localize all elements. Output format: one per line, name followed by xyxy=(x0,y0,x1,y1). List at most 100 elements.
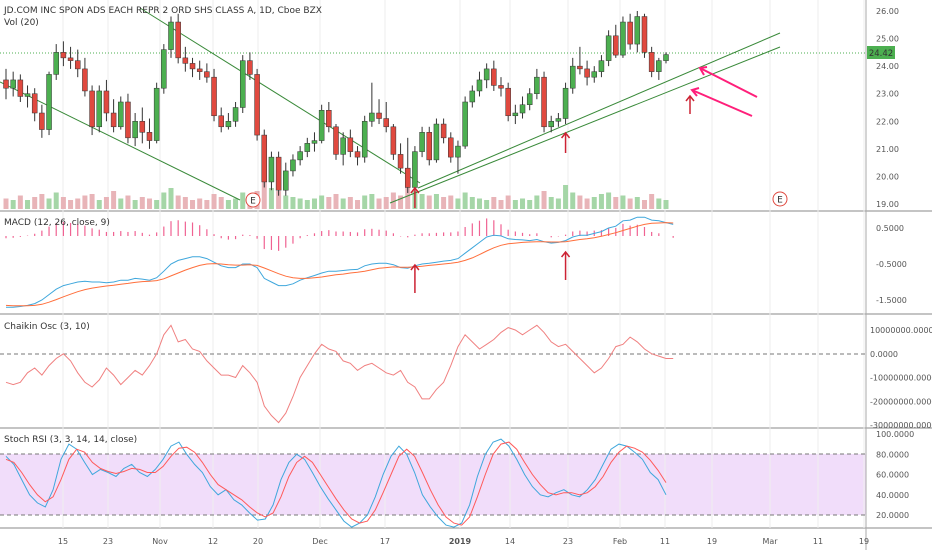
volume-bar xyxy=(534,195,540,209)
candle-body xyxy=(383,118,389,128)
volume-bar xyxy=(225,200,231,209)
candle-body xyxy=(534,76,540,94)
chaikin-line xyxy=(5,324,674,424)
pink-arrows xyxy=(685,66,758,117)
candle-body xyxy=(476,79,483,92)
volume-bar xyxy=(577,195,583,209)
pink-arrow-2-head xyxy=(690,87,700,97)
volume-bar xyxy=(283,195,289,209)
chaikin-tick: -30000000.0000 xyxy=(870,421,932,430)
time-tick: 11 xyxy=(660,537,670,546)
chaikin-label: Chaikin Osc (3, 10) xyxy=(4,322,90,332)
volume-bar xyxy=(555,198,561,209)
candle-body xyxy=(225,121,232,128)
candle-body xyxy=(304,143,311,152)
earnings-marker-2[interactable]: E xyxy=(772,191,788,207)
candle-body xyxy=(139,121,146,133)
candle-body xyxy=(168,21,174,50)
candle-body xyxy=(613,35,619,56)
candle-body xyxy=(404,167,411,188)
volume-bar xyxy=(584,198,590,209)
candle-body xyxy=(555,118,562,122)
candle-body xyxy=(67,57,74,61)
volume-bar xyxy=(268,188,274,209)
volume-bar xyxy=(505,195,511,209)
rsi-band xyxy=(0,454,866,515)
time-axis: 15 23 Nov 12 20 Dec 17 2019 14 23 Feb 11 19 Mar 11 19 xyxy=(58,537,869,546)
red-arrow-head xyxy=(410,186,420,194)
volume-bar xyxy=(82,195,88,209)
volume-bar xyxy=(204,200,210,209)
earnings-marker-1[interactable]: E xyxy=(245,192,261,208)
volume-bar xyxy=(17,195,23,209)
volume-bar xyxy=(89,194,95,209)
volume-label: Vol (20) xyxy=(4,18,39,28)
volume-bar xyxy=(125,195,131,209)
candle-body xyxy=(239,60,246,108)
volume-bar xyxy=(527,200,533,209)
candle-body xyxy=(548,121,554,128)
volume-bar xyxy=(3,198,9,209)
candle-body xyxy=(153,87,160,141)
volume-bar xyxy=(512,200,518,209)
pink-arrow-2 xyxy=(691,89,753,117)
candle-body xyxy=(82,68,88,92)
earnings-circle xyxy=(245,192,261,208)
price-tick: 22.00 xyxy=(876,117,899,126)
candle-body xyxy=(627,21,633,45)
trendline-up-upper xyxy=(417,32,781,189)
red-arrow-head xyxy=(560,131,571,139)
candle-body xyxy=(376,112,382,119)
time-tick: 20 xyxy=(253,537,263,546)
volume-bar xyxy=(10,200,16,209)
volume-bar xyxy=(620,195,626,209)
earnings-circle xyxy=(772,191,788,207)
candle-body xyxy=(31,93,38,114)
price-tick: 25.00 xyxy=(876,35,899,44)
candle-body xyxy=(505,87,511,117)
candle-body xyxy=(110,112,117,128)
volume-bar xyxy=(261,180,267,209)
candle-body xyxy=(103,90,110,114)
volume-bar xyxy=(347,197,353,209)
rsi-tick: 20.0000 xyxy=(876,511,909,520)
volume-bar xyxy=(649,194,655,209)
volume-bar xyxy=(634,197,640,209)
candle-body xyxy=(541,76,547,128)
volume-bar xyxy=(598,194,604,209)
volume-bar xyxy=(362,195,368,209)
time-tick: Dec xyxy=(312,537,327,546)
time-tick: Feb xyxy=(613,537,627,546)
volume-bar xyxy=(426,195,432,209)
candle-body xyxy=(569,65,576,89)
candle-body xyxy=(283,170,289,191)
candle-body xyxy=(390,126,397,155)
volume-bar xyxy=(433,194,439,209)
stoch-rsi-label: Stoch RSI (3, 3, 14, 14, close) xyxy=(4,435,137,445)
last-price-badge: 24.42 xyxy=(867,46,895,59)
candle-body xyxy=(182,57,189,64)
candle-body xyxy=(275,156,282,191)
trendline-up-lower xyxy=(389,46,781,204)
volume-bar xyxy=(68,200,74,209)
earnings-letter: E xyxy=(777,196,783,206)
candle-body xyxy=(369,112,375,122)
red-arrow-future-head xyxy=(685,94,695,102)
price-tick: 23.00 xyxy=(876,90,899,99)
volume-bar xyxy=(355,200,361,209)
time-tick: 17 xyxy=(380,537,390,546)
candle-body xyxy=(562,87,569,119)
time-tick: Nov xyxy=(152,537,168,546)
candle-body xyxy=(10,79,16,89)
volume-bar xyxy=(541,191,547,209)
rsi-tick: 80.0000 xyxy=(876,450,909,459)
candle-body xyxy=(297,151,303,161)
candle-body xyxy=(641,16,648,53)
candle-body xyxy=(161,49,167,89)
volume-bar xyxy=(290,197,296,209)
candle-body xyxy=(53,52,59,75)
volume-bar xyxy=(304,200,310,209)
volume-bar xyxy=(53,192,59,209)
candle-body xyxy=(96,90,103,128)
